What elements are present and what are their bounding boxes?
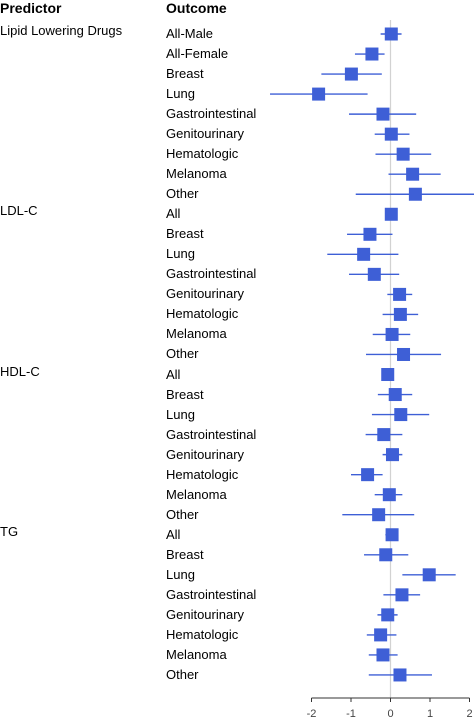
outcome-label: Breast [166, 546, 204, 562]
outcome-label: Gastrointestinal [166, 106, 257, 122]
point-estimate [388, 388, 402, 402]
point-estimate [385, 448, 399, 462]
outcome-label: Hematologic [166, 146, 239, 162]
point-estimate [381, 608, 395, 622]
predictor-header: Predictor [0, 0, 62, 16]
outcome-label: All-Male [166, 26, 213, 41]
point-estimate [384, 127, 398, 141]
point-estimate [374, 628, 388, 642]
x-tick-label: 0 [387, 708, 393, 719]
outcome-label: Breast [166, 66, 204, 82]
point-estimate [393, 287, 407, 301]
outcome-label: Other [166, 666, 199, 682]
point-estimate [385, 528, 399, 542]
outcome-label: Hematologic [166, 466, 239, 482]
outcome-label: Genitourinary [166, 286, 245, 302]
outcome-label: Gastrointestinal [166, 426, 257, 442]
x-tick-label: -2 [307, 708, 317, 719]
point-estimate [382, 488, 396, 502]
outcome-label: Lung [166, 86, 195, 102]
outcome-label: Hematologic [166, 626, 239, 642]
outcome-label: Genitourinary [166, 126, 245, 142]
outcome-label: Lung [166, 246, 195, 262]
outcome-label: Breast [166, 386, 204, 402]
outcome-label: Gastrointestinal [166, 266, 257, 282]
outcome-label: Genitourinary [166, 606, 245, 622]
point-estimate [365, 47, 379, 61]
outcome-label: Genitourinary [166, 446, 245, 462]
outcome-label: Melanoma [166, 646, 227, 662]
point-estimate [361, 468, 375, 482]
outcome-label: Melanoma [166, 166, 227, 182]
point-estimate [406, 167, 420, 181]
x-tick-label: 1 [427, 708, 433, 719]
outcome-label: Melanoma [166, 326, 227, 342]
point-estimate [376, 648, 390, 662]
predictor-label: HDL-C [0, 363, 40, 379]
point-estimate [393, 307, 407, 321]
predictor-label: LDL-C [0, 203, 38, 219]
point-estimate [384, 27, 398, 41]
outcome-label: Other [166, 506, 199, 522]
point-estimate [357, 247, 371, 261]
outcome-label: Other [166, 186, 199, 202]
point-estimate [397, 347, 411, 361]
outcome-label: All [166, 206, 181, 222]
point-estimate [312, 87, 326, 101]
point-estimate [379, 548, 393, 562]
point-estimate [393, 668, 407, 682]
point-estimate [376, 107, 390, 121]
outcome-label: All [166, 526, 181, 542]
point-estimate [384, 207, 398, 221]
outcome-label: All [166, 366, 181, 382]
point-estimate [408, 187, 422, 201]
point-estimate [372, 508, 386, 522]
point-estimate [385, 327, 399, 341]
point-estimate [363, 227, 377, 241]
point-estimate [395, 588, 409, 602]
outcome-label: All-Female [166, 46, 229, 62]
predictor-label: Lipid Lowering Drugs [0, 23, 123, 38]
point-estimate [396, 147, 410, 161]
outcome-label: Other [166, 346, 199, 362]
outcome-label: Lung [166, 566, 195, 582]
point-estimate [381, 368, 395, 382]
outcome-header: Outcome [166, 0, 227, 16]
point-estimate [422, 568, 436, 582]
point-estimate [377, 428, 391, 442]
point-estimate [367, 267, 381, 281]
x-tick-label: -1 [346, 708, 356, 719]
outcome-label: Gastrointestinal [166, 586, 257, 602]
point-estimate [394, 408, 408, 422]
outcome-label: Lung [166, 406, 195, 422]
x-tick-label: 2 [466, 708, 472, 719]
outcome-label: Breast [166, 226, 204, 242]
predictor-label: TG [0, 523, 19, 539]
point-estimate [344, 67, 358, 81]
outcome-label: Hematologic [166, 306, 239, 322]
outcome-label: Melanoma [166, 486, 227, 502]
